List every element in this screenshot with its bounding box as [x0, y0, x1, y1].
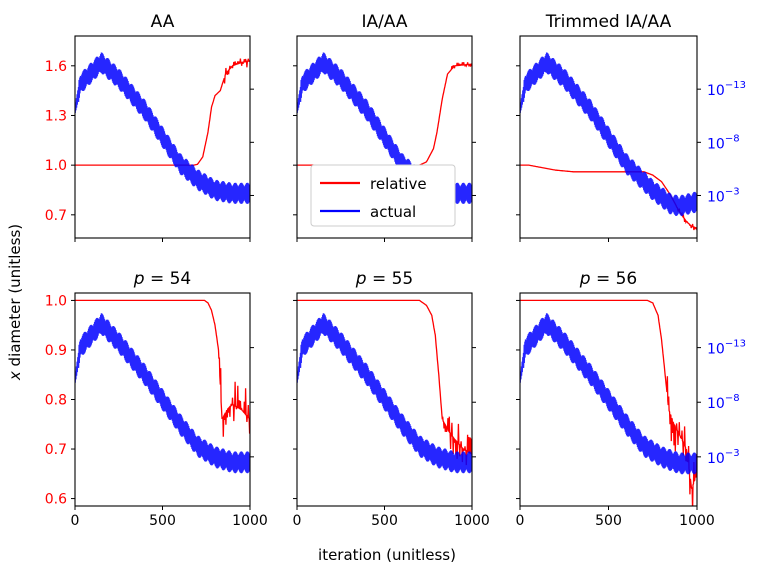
- panel-p54: p = 54 0 500 1000 0.6 0.7 0.8 0.9 1.0: [45, 269, 268, 529]
- log-y-tick-label: 10−13: [707, 339, 746, 358]
- panel-title: Trimmed IA/AA: [545, 12, 672, 32]
- series-actual: [75, 313, 250, 474]
- log-tick-exponent: −8: [725, 393, 740, 404]
- series-group: [75, 299, 250, 474]
- y-tick-label: 1.0: [45, 158, 67, 174]
- legend-relative-label: relative: [370, 175, 427, 193]
- log-y-tick-label: 10−13: [707, 80, 746, 99]
- series-actual: [520, 313, 697, 475]
- log-tick-exponent: −13: [725, 339, 746, 350]
- log-tick-exponent: −3: [725, 448, 740, 459]
- series-actual: [297, 313, 472, 474]
- log-tick-base: 10: [707, 451, 725, 467]
- series-relative: [520, 299, 697, 506]
- series-group: [520, 52, 697, 231]
- panel-title: IA/AA: [361, 12, 407, 32]
- y-axis-label: x diameter (unitless): [6, 224, 24, 381]
- legend: relative actual: [310, 164, 456, 227]
- x-tick-label: 1000: [232, 513, 268, 529]
- y-tick-label: 0.7: [45, 442, 67, 458]
- log-tick-base: 10: [707, 342, 725, 358]
- y-tick-label: 0.6: [45, 492, 67, 508]
- y-tick-label: 0.8: [45, 393, 67, 409]
- x-tick-label: 500: [595, 513, 622, 529]
- panel-title-var: p: [355, 269, 367, 289]
- series-relative: [75, 299, 250, 437]
- log-tick-base: 10: [707, 83, 725, 99]
- log-y-tick-label: 10−8: [707, 393, 740, 412]
- x-tick-label: 500: [371, 513, 398, 529]
- log-tick-exponent: −3: [725, 186, 740, 197]
- log-y-tick-label: 10−3: [707, 448, 740, 467]
- log-tick-base: 10: [707, 189, 725, 205]
- panel-title-var: p: [579, 269, 591, 289]
- log-y-tick-label: 10−3: [707, 186, 740, 205]
- panel-title: AA: [151, 12, 175, 32]
- x-tick-label: 0: [71, 513, 80, 529]
- x-tick-label: 1000: [454, 513, 490, 529]
- y-tick-label: 1.3: [45, 108, 67, 124]
- panel-title: p = 54: [133, 269, 191, 289]
- panel-title: p = 55: [355, 269, 413, 289]
- x-tick-label: 0: [516, 513, 525, 529]
- panel-title: p = 56: [579, 269, 637, 289]
- panel-title-value: = 55: [367, 269, 414, 289]
- series-group: [520, 299, 697, 506]
- x-tick-label: 500: [149, 513, 176, 529]
- series-group: [75, 52, 250, 204]
- log-tick-base: 10: [707, 396, 725, 412]
- series-relative: [520, 164, 697, 231]
- x-tick-label: 0: [293, 513, 302, 529]
- y-tick-label: 1.0: [45, 293, 67, 309]
- legend-actual-label: actual: [370, 203, 416, 221]
- panel-title-var: p: [133, 269, 145, 289]
- series-group: [297, 299, 472, 474]
- panel-title-value: = 54: [145, 269, 192, 289]
- y-tick-label: 0.7: [45, 208, 67, 224]
- series-relative: [75, 58, 250, 166]
- log-tick-exponent: −13: [725, 80, 746, 91]
- panel-title-value: = 56: [591, 269, 638, 289]
- y-tick-label: 0.9: [45, 343, 67, 359]
- series-actual: [520, 52, 697, 217]
- series-relative: [297, 62, 472, 166]
- x-tick-label: 1000: [679, 513, 715, 529]
- log-tick-base: 10: [707, 136, 725, 152]
- panel-aa: AA 0.7 1.0 1.3 1.6: [45, 12, 254, 242]
- y-axis-label-var: x: [6, 371, 24, 381]
- log-tick-exponent: −8: [725, 133, 740, 144]
- panels: AA0.71.01.31.6IA/AA Trimmed IA/AA10−310−8…: [45, 12, 746, 529]
- series-relative: [297, 299, 472, 466]
- x-axis-label: iteration (unitless): [318, 546, 456, 564]
- series-actual: [75, 52, 250, 204]
- log-y-tick-label: 10−8: [707, 133, 740, 152]
- y-axis-label-text: diameter (unitless): [6, 224, 24, 371]
- panel-p55: p = 55 0 500 1000: [293, 269, 490, 529]
- y-tick-label: 1.6: [45, 59, 67, 75]
